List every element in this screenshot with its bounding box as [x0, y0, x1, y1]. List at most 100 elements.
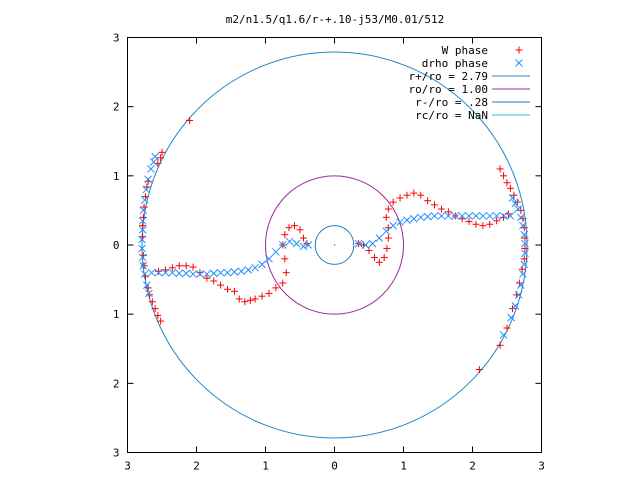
- y-tick-label-4: 1: [113, 308, 120, 321]
- series-0-point-62: [403, 191, 411, 199]
- series-1-point-42-d2: [368, 239, 377, 248]
- series-0-point-39: [279, 279, 287, 287]
- series-1-point-22: [189, 270, 197, 278]
- series-1-point-61-d2: [499, 212, 508, 220]
- series-0-point-67: [437, 205, 445, 213]
- series-1-point-60-d2: [492, 212, 501, 220]
- legend-marker-1: [515, 59, 523, 67]
- series-1-point-39: [304, 241, 313, 249]
- series-0-point-53: [375, 258, 383, 266]
- series-1-point-5: [140, 196, 149, 204]
- series-0-point-44: [285, 224, 293, 232]
- x-tick-label-0: 3: [124, 460, 131, 473]
- series-1-point-37: [292, 239, 301, 248]
- series-0-point-89: [520, 255, 528, 263]
- series-0-point-52: [371, 253, 379, 261]
- series-1-point-60: [492, 212, 501, 220]
- series-1-point-10: [138, 244, 146, 253]
- series-1-point-25-d2: [209, 269, 218, 278]
- chart-title: m2/n1.5/q1.6/r-+.10-j53/M0.01/512: [226, 13, 445, 26]
- series-1: [138, 152, 529, 339]
- series-0-point-73: [479, 222, 487, 230]
- series-1-point-9: [138, 235, 146, 244]
- series-1-point-17: [154, 268, 163, 277]
- series-1-point-17-d2: [154, 268, 163, 277]
- series-1-point-54: [451, 212, 460, 220]
- series-1-point-57: [472, 212, 480, 220]
- series-1-point-72-d2: [519, 270, 527, 278]
- series-1-point-59-d2: [485, 212, 494, 220]
- series-1-point-47: [403, 216, 411, 224]
- series-1-point-62: [506, 212, 515, 220]
- series-1-point-64: [511, 199, 520, 208]
- series-0-point-63: [410, 189, 418, 197]
- series-0-point-72: [472, 220, 480, 228]
- x-tick-label-4: 1: [400, 460, 407, 473]
- series-1-point-15: [145, 289, 153, 298]
- series-0-point-55: [383, 244, 391, 252]
- series-1-point-21-d2: [182, 269, 191, 278]
- series-1-point-24-d2: [202, 270, 211, 278]
- series-1-point-20: [175, 269, 184, 278]
- series-1-point-44: [382, 227, 391, 236]
- series-1-point-30: [244, 266, 253, 274]
- series-1-point-65-d2: [514, 205, 522, 213]
- series-0-point-65: [424, 197, 432, 205]
- series-1-point-31-d2: [251, 263, 260, 272]
- series-1-point-70: [521, 249, 529, 258]
- series-0-point-59: [384, 205, 392, 213]
- series-0-point-23: [175, 262, 183, 270]
- series-0-point-16: [148, 298, 156, 306]
- series-0-point-47: [299, 234, 307, 242]
- series-0-point-60: [389, 198, 397, 206]
- series-1-point-2-d2: [147, 165, 155, 173]
- series-1-point-45-d2: [389, 221, 398, 230]
- series-1-point-41: [361, 241, 370, 249]
- series-1-point-24: [202, 270, 211, 278]
- series-0-point-34: [246, 296, 254, 304]
- series-1-point-50: [423, 212, 432, 221]
- series-1-point-4: [142, 185, 150, 194]
- series-0-point-88: [521, 244, 529, 252]
- series-1-point-76-d2: [507, 313, 515, 322]
- series-1-point-63-d2: [508, 194, 517, 202]
- series-1-point-36-d2: [285, 237, 294, 246]
- series-1-point-44-d2: [382, 227, 391, 236]
- series-1-point-6-d2: [139, 206, 148, 215]
- series-1-point-58-d2: [478, 212, 487, 220]
- series-1-point-8: [138, 225, 147, 234]
- series-1-point-68-d2: [520, 230, 529, 239]
- series-1-point-46: [396, 218, 404, 227]
- series-1-point-29-d2: [237, 267, 246, 276]
- center-point: [333, 244, 336, 246]
- series-1-point-9-d2: [138, 235, 146, 244]
- series-0-point-45: [290, 222, 298, 230]
- series-1-point-27-d2: [223, 268, 232, 277]
- y-tick-label-1: 2: [113, 101, 120, 114]
- series-1-point-66: [516, 213, 525, 222]
- series-1-point-75-d2: [511, 302, 520, 310]
- series-1-point-71: [520, 260, 529, 269]
- legend-circle-label-2: r-/ro = .28: [415, 96, 488, 109]
- series-1-point-19-d2: [168, 268, 177, 277]
- series-0-point-25: [189, 263, 197, 271]
- series-0-point-80: [503, 179, 511, 187]
- series-1-point-28-d2: [230, 268, 239, 276]
- circle-1: [265, 175, 404, 315]
- series-0-point-41: [281, 255, 289, 263]
- series-1-point-0: [151, 152, 159, 161]
- series-1-point-5-d2: [140, 196, 149, 204]
- series-1-point-10-d2: [138, 244, 146, 253]
- series-0-point-14: [144, 284, 152, 292]
- x-tick-label-5: 2: [469, 460, 476, 473]
- series-1-point-28: [230, 268, 239, 276]
- series-1-point-46-d2: [396, 218, 404, 227]
- series-1-point-4-d2: [142, 185, 150, 194]
- series-1-point-20-d2: [175, 269, 184, 278]
- series-0-point-19: [157, 317, 165, 325]
- series-1-point-38-d2: [299, 242, 308, 251]
- series-0-point-9: [139, 222, 147, 230]
- series-1-point-73-d2: [516, 281, 525, 289]
